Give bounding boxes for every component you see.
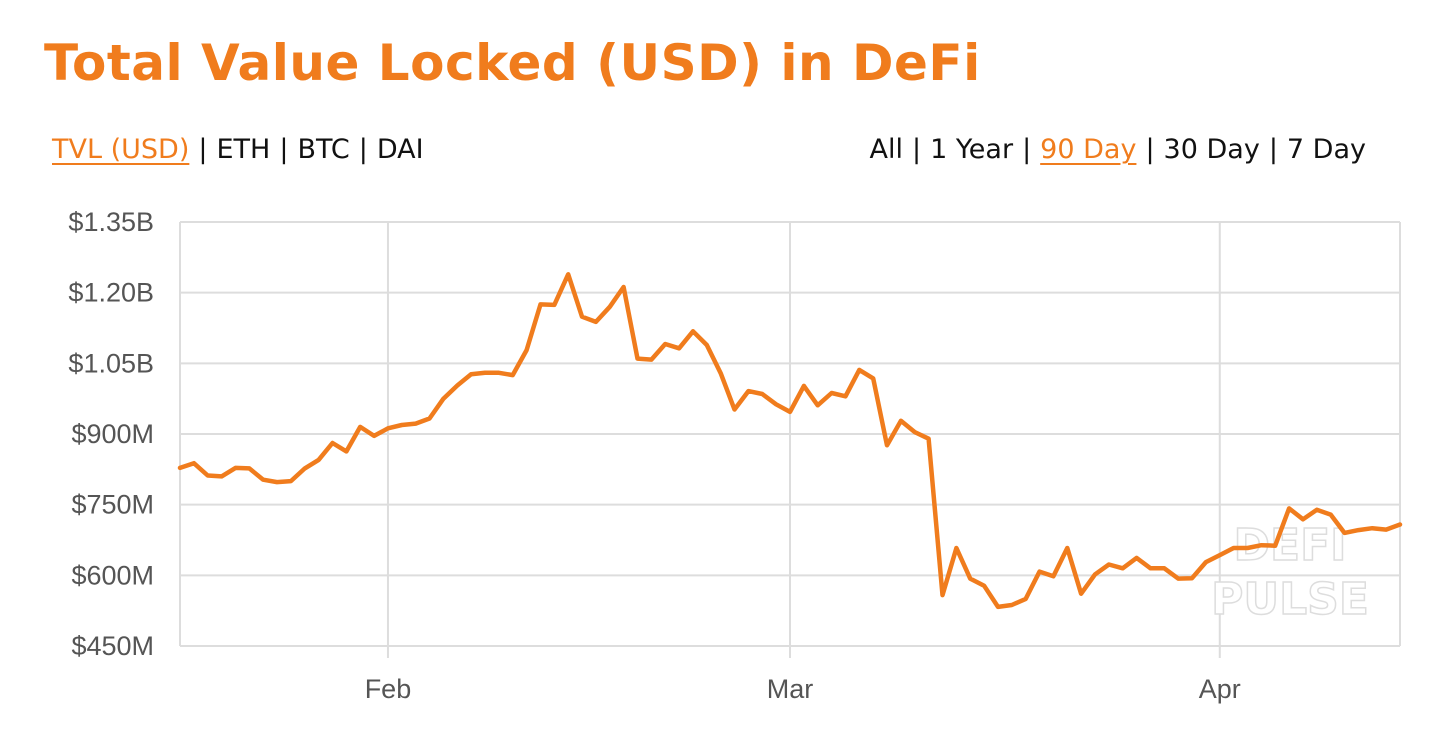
y-tick-label: $900M — [71, 419, 154, 449]
metric-option-tvl-usd[interactable]: TVL (USD) — [52, 134, 190, 165]
range-selector: All | 1 Year | 90 Day | 30 Day | 7 Day — [870, 134, 1366, 165]
series — [177, 272, 1403, 610]
grid — [179, 221, 1401, 658]
tvl-series-line — [177, 272, 1403, 610]
y-tick-label: $750M — [71, 490, 154, 520]
separator: | — [358, 134, 368, 165]
separator: | — [279, 134, 289, 165]
range-option-30-day[interactable]: 30 Day — [1163, 134, 1260, 165]
x-tick-label: Mar — [767, 674, 814, 704]
y-tick-label: $1.05B — [68, 348, 154, 378]
range-option-90-day[interactable]: 90 Day — [1040, 134, 1137, 165]
metric-option-dai[interactable]: DAI — [376, 134, 424, 165]
separator: | — [1268, 134, 1278, 165]
range-option-7-day[interactable]: 7 Day — [1286, 134, 1366, 165]
axes: $450M $600M $750M $900M $1.05B $1.20B $1.35B Fe… — [68, 207, 1240, 704]
watermark: DEFI PULSE — [1210, 519, 1369, 626]
separator: | — [912, 134, 922, 165]
metric-option-btc[interactable]: BTC — [297, 134, 350, 165]
separator: | — [198, 134, 208, 165]
x-tick-label: Feb — [365, 674, 412, 704]
watermark-line-2: PULSE — [1211, 574, 1369, 625]
x-tick-label: Apr — [1199, 674, 1241, 704]
separator: | — [1145, 134, 1155, 165]
separator: | — [1022, 134, 1032, 165]
y-tick-label: $1.35B — [68, 207, 154, 237]
metric-option-eth[interactable]: ETH — [216, 134, 271, 165]
range-option-1-year[interactable]: 1 Year — [930, 134, 1014, 165]
y-tick-label: $450M — [71, 631, 154, 661]
range-option-all[interactable]: All — [869, 134, 904, 165]
y-tick-label: $1.20B — [68, 278, 154, 308]
page-title: Total Value Locked (USD) in DeFi — [44, 34, 981, 92]
y-tick-label: $600M — [71, 560, 154, 590]
metric-selector: TVL (USD) | ETH | BTC | DAI — [52, 134, 424, 165]
